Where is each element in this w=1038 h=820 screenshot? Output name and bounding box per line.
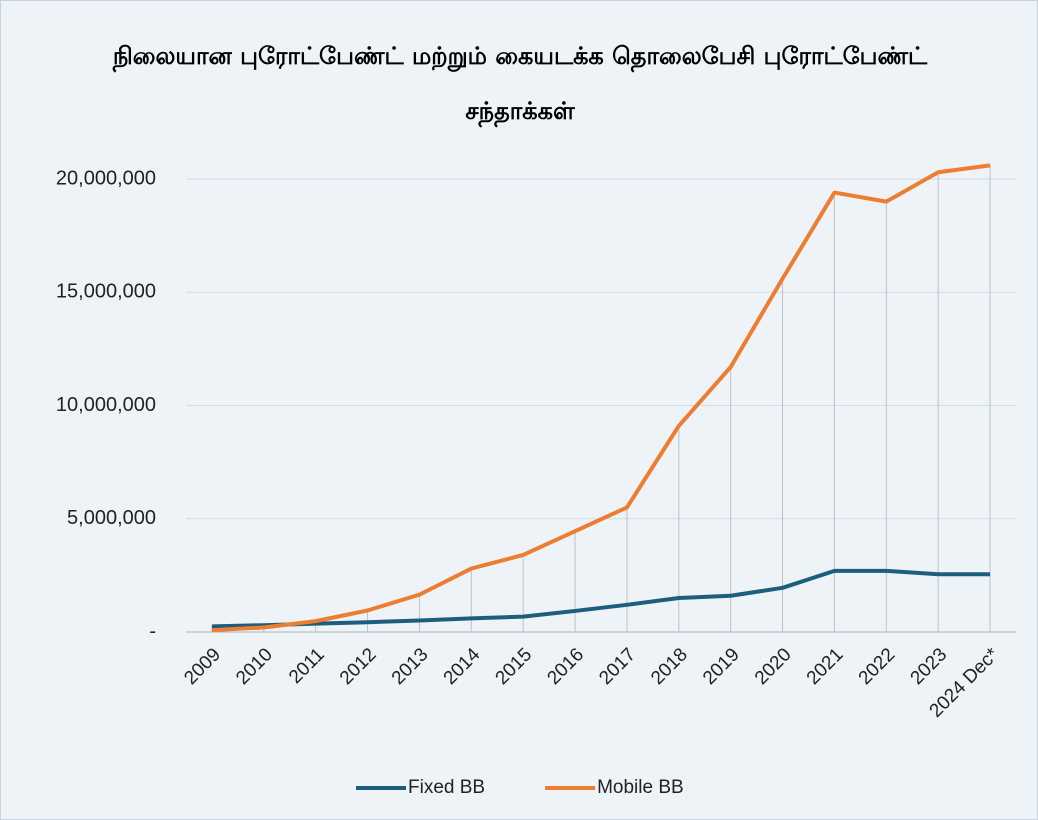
x-tick-label: 2013 (388, 644, 433, 689)
x-tick-label: 2023 (907, 644, 952, 689)
chart-title: நிலையான புரோட்பேண்ட் மற்றும் கையடக்க தொல… (112, 42, 928, 125)
legend-label: Fixed BB (408, 777, 485, 798)
y-tick-label: 20,000,000 (56, 167, 156, 189)
x-tick-label: 2009 (180, 644, 225, 689)
series-line (211, 163, 991, 633)
x-tick-label: 2015 (492, 644, 537, 689)
x-tick-label: 2017 (595, 644, 640, 689)
x-tick-label: 2019 (699, 644, 744, 689)
legend-label: Mobile BB (597, 777, 684, 798)
y-tick-label: - (149, 620, 156, 642)
x-tick-label: 2012 (336, 644, 381, 689)
y-tick-label: 15,000,000 (56, 281, 156, 303)
x-tick-label: 2020 (751, 644, 796, 689)
x-tick-label: 2016 (543, 644, 588, 689)
x-tick-label: 2021 (803, 644, 848, 689)
x-tick-label: 2010 (232, 644, 277, 689)
y-tick-label: 5,000,000 (67, 507, 156, 529)
y-tick-label: 10,000,000 (56, 394, 156, 416)
series-line (211, 568, 991, 629)
x-tick-label: 2018 (647, 644, 692, 689)
x-tick-label: 2014 (440, 644, 485, 689)
x-tick-label: 2011 (285, 644, 329, 688)
x-tick-label: 2022 (855, 644, 900, 689)
